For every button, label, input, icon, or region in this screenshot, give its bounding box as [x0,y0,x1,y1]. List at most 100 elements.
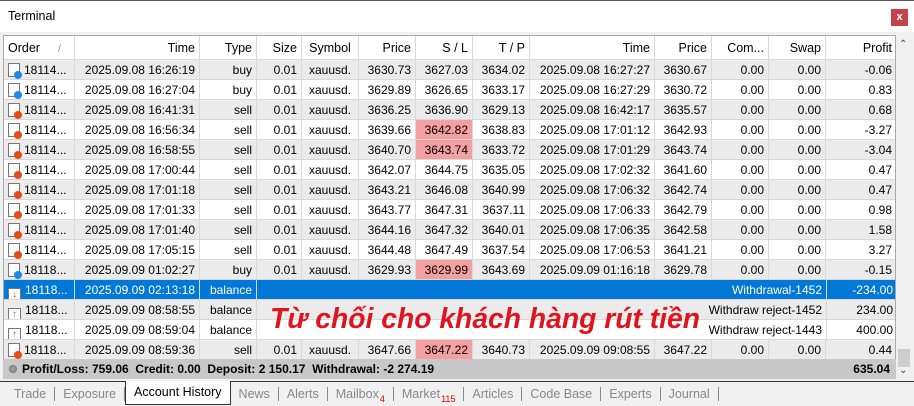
cell-7: 3638.83 [473,120,530,139]
table-row[interactable]: 18118... 2025.09.09 01:02:27 buy 0.01 xauusd… [4,260,895,280]
cell-text: 0.00 [797,143,821,157]
column-header-6[interactable]: S / L [416,36,473,59]
table-row[interactable]: 18114... 2025.09.08 16:58:55 sell 0.01 xauus… [4,140,895,160]
cell-8: 2025.09.08 17:06:33 [530,200,655,219]
tab-mailbox[interactable]: Mailbox4 [328,387,394,404]
table-row[interactable]: 18118... 2025.09.09 08:59:36 sell 0.01 xauus… [4,340,895,359]
tab-account-history[interactable]: Account History [125,381,231,405]
column-label: S / L [442,41,468,55]
cell-7: 3637.54 [473,240,530,259]
tab-code-base[interactable]: Code Base [522,387,602,401]
cell-8: 2025.09.08 16:42:17 [530,100,655,119]
column-header-0[interactable]: Order / [4,36,75,59]
cell-text: 3640.73 [481,343,525,357]
tab-articles[interactable]: Articles [464,387,523,401]
cell-text: 3629.13 [481,103,525,117]
profit-cell: -234.00 [827,280,895,299]
cell-text: 3630.72 [663,83,707,97]
cell-5: 3639.66 [359,120,416,139]
cell-text: 3627.03 [424,63,468,77]
cell-4: xauusd. [302,160,359,179]
tab-alerts[interactable]: Alerts [279,387,328,401]
column-header-10[interactable]: Com... [712,36,769,59]
cell-10: 0.00 [712,340,769,359]
column-header-7[interactable]: T / P [473,36,530,59]
column-header-11[interactable]: Swap [769,36,826,59]
column-label: Price [678,41,707,55]
cell-3: 0.01 [257,180,302,199]
cell-text: 3647.22 [424,343,468,357]
column-header-12[interactable]: Profit [826,36,895,59]
comment-cell: Withdraw reject-1452 [257,300,827,319]
cell-8: 2025.09.08 16:27:29 [530,80,655,99]
cell-1: 2025.09.08 17:01:18 [75,180,200,199]
summary-bar: Profit/Loss: 759.06 Credit: 0.00 Deposit… [3,359,896,379]
cell-text: 3629.93 [367,263,411,277]
column-label: Time [622,41,650,55]
cell-text: 3642.74 [663,183,707,197]
cell-text: 0.47 [868,163,892,177]
table-row[interactable]: ↓ 18118... 2025.09.09 02:13:18 balance Withd… [4,280,895,300]
tab-exposure[interactable]: Exposure [55,387,126,401]
scroll-thumb[interactable] [898,349,910,367]
column-header-5[interactable]: Price [359,36,416,59]
table-row[interactable]: 18114... 2025.09.08 17:01:40 sell 0.01 xauus… [4,220,895,240]
tab-news[interactable]: News [231,387,279,401]
table-row[interactable]: 18114... 2025.09.08 17:00:44 sell 0.01 xauus… [4,160,895,180]
table-row[interactable]: 18114... 2025.09.08 16:27:04 buy 0.01 xauusd… [4,80,895,100]
cell-text: 0.98 [868,203,892,217]
vertical-scrollbar[interactable]: ⌃ ⌄ [896,35,912,380]
column-header-3[interactable]: Size [257,36,302,59]
table-row[interactable]: 18114... 2025.09.08 16:56:34 sell 0.01 xauus… [4,120,895,140]
cell-text: -0.15 [864,263,892,277]
cell-text: 2025.09.08 17:02:32 [539,163,650,177]
column-header-2[interactable]: Type [200,36,257,59]
cell-text: buy [232,83,252,97]
cell-text: 18118... [25,303,68,317]
table-row[interactable]: ↑ 18118... 2025.09.09 08:59:04 balance Withd… [4,320,895,340]
cell-text: 3643.69 [481,263,525,277]
tab-experts[interactable]: Experts [601,387,661,401]
cell-text: 0.00 [740,103,764,117]
cell-6: 3646.08 [416,180,473,199]
cell-text: 18118... [25,323,68,337]
tab-market[interactable]: Market115 [394,387,465,404]
cell-text: 0.47 [868,183,892,197]
scroll-up-icon[interactable]: ⌃ [899,39,908,50]
tab-label: Articles [472,387,514,401]
sell-order-icon [8,143,22,159]
cell-11: 0.00 [769,120,826,139]
cell-8: 2025.09.08 16:27:27 [530,60,655,79]
cell-2: balance [200,300,257,319]
tab-journal[interactable]: Journal [661,387,719,401]
cell-8: 2025.09.08 17:06:35 [530,220,655,239]
cell-11: 0.00 [769,260,826,279]
cell-text: xauusd. [308,163,352,177]
cell-text: 18114... [24,123,67,137]
profit-cell: 234.00 [827,300,895,319]
table-row[interactable]: 18114... 2025.09.08 16:26:19 buy 0.01 xauusd… [4,60,895,80]
table-row[interactable]: 18114... 2025.09.08 17:01:18 sell 0.01 xauus… [4,180,895,200]
column-header-4[interactable]: Symbol [302,36,359,59]
cell-text: 3647.31 [424,203,468,217]
tab-label: Exposure [63,387,117,401]
cell-10: 0.00 [712,240,769,259]
table-row[interactable]: 18114... 2025.09.08 17:01:33 sell 0.01 xauus… [4,200,895,220]
tab-trade[interactable]: Trade [6,387,56,401]
column-header-9[interactable]: Price [655,36,712,59]
cell-0: 18114... [4,80,75,99]
table-row[interactable]: ↑ 18118... 2025.09.09 08:58:55 balance Withd… [4,300,895,320]
table-row[interactable]: 18114... 2025.09.08 16:41:31 sell 0.01 xauus… [4,100,895,120]
column-header-1[interactable]: Time [75,36,200,59]
cell-text: 2025.09.08 16:56:34 [84,123,195,137]
sell-order-icon [8,103,22,119]
cell-6: 3643.74 [416,140,473,159]
profit-text: -234.00 [852,283,893,297]
cell-text: 18114... [24,243,67,257]
table-row[interactable]: 18114... 2025.09.08 17:05:15 sell 0.01 xauus… [4,240,895,260]
cell-9: 3643.74 [655,140,712,159]
cell-0: 18114... [4,240,75,259]
scroll-down-icon[interactable]: ⌄ [899,365,908,376]
column-header-8[interactable]: Time [530,36,655,59]
close-button[interactable]: x [891,9,908,26]
